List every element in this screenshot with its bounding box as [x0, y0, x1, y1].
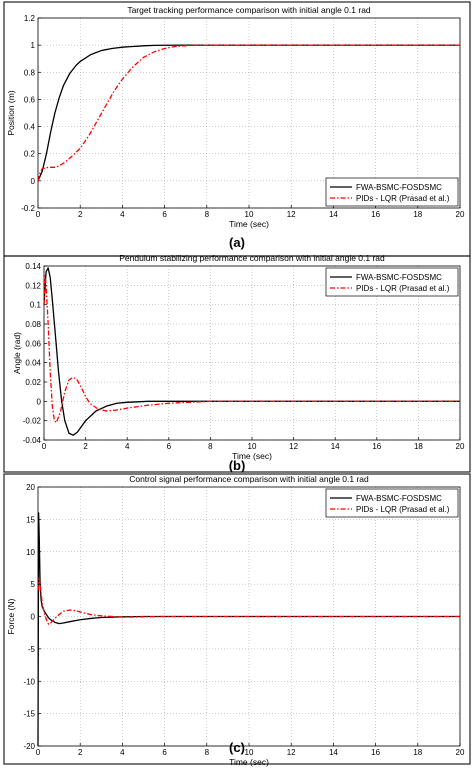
- x-axis-label: Time (sec): [232, 451, 272, 461]
- y-tick-label: -15: [23, 710, 35, 719]
- y-tick-label: 0.14: [25, 262, 41, 271]
- x-tick-label: 14: [331, 442, 340, 451]
- x-tick-label: 4: [120, 210, 125, 219]
- y-tick-label: -20: [23, 742, 35, 751]
- y-tick-label: 1: [31, 41, 36, 50]
- x-tick-label: 6: [162, 748, 167, 757]
- panel-frame-2: [3, 473, 471, 765]
- y-tick-label: 10: [26, 548, 35, 557]
- legend-entry-0: FWA-BSMC-FOSDSMC: [356, 494, 442, 503]
- x-tick-label: 0: [36, 748, 41, 757]
- y-tick-label: 5: [31, 580, 36, 589]
- y-tick-label: 0.2: [24, 150, 36, 159]
- x-tick-label: 12: [287, 210, 296, 219]
- chart-title: Pendulum stabilizing performance compari…: [119, 253, 385, 263]
- x-tick-label: 8: [205, 748, 210, 757]
- y-axis-label: Position (m): [6, 90, 16, 136]
- x-tick-label: 18: [413, 210, 422, 219]
- panel-label: (a): [229, 235, 245, 250]
- chart-panel-1: 0 2 4 6 8 10 12 14 16 18 20 -0.04 -0.02 0 0.02 0.04 0.06…: [12, 253, 465, 473]
- y-tick-label: 0.06: [25, 339, 41, 348]
- chart-panel-0: 0 2 4 6 8 10 12 14 16 18 20-0.200.20.40.60.811.2Ta…: [6, 5, 465, 250]
- x-tick-label: 18: [413, 748, 422, 757]
- x-tick-label: 12: [289, 442, 298, 451]
- y-tick-label: -10: [23, 677, 35, 686]
- x-tick-label: 8: [205, 210, 210, 219]
- x-tick-label: 8: [208, 442, 213, 451]
- x-tick-label: 10: [245, 210, 254, 219]
- x-tick-label: 10: [245, 748, 254, 757]
- legend: FWA-BSMC-FOSDSMC PIDs - LQR (Prasad et al…: [325, 488, 459, 518]
- x-tick-label: 0: [42, 442, 47, 451]
- x-tick-label: 2: [78, 210, 83, 219]
- x-tick-label: 10: [248, 442, 257, 451]
- y-tick-label: 0.8: [24, 68, 36, 77]
- x-tick-label: 12: [287, 748, 296, 757]
- x-tick-label: 20: [456, 748, 465, 757]
- series-line-1: [37, 577, 460, 625]
- x-tick-label: 18: [414, 442, 423, 451]
- x-tick-label: 16: [371, 210, 380, 219]
- y-tick-label: 15: [26, 515, 35, 524]
- x-tick-label: 16: [372, 442, 381, 451]
- x-tick-label: 16: [371, 748, 380, 757]
- legend-entry-1: PIDs - LQR (Prasad et al.): [356, 194, 450, 203]
- series-line-1: [37, 44, 460, 182]
- legend-box: [325, 177, 459, 207]
- legend: FWA-BSMC-FOSDSMC PIDs - LQR (Prasad et al…: [325, 177, 459, 207]
- y-tick-label: 0: [31, 177, 36, 186]
- x-tick-label: 0: [36, 210, 41, 219]
- y-tick-label: 0: [37, 397, 42, 406]
- x-tick-label: 2: [83, 442, 88, 451]
- y-tick-label: 0.08: [25, 320, 41, 329]
- legend-entry-1: PIDs - LQR (Prasad et al.): [356, 505, 450, 514]
- y-tick-label: 0.6: [24, 95, 36, 104]
- y-tick-label: -0.2: [21, 204, 35, 213]
- legend: FWA-BSMC-FOSDSMC PIDs - LQR (Prasad et al…: [325, 267, 459, 297]
- x-tick-label: 6: [167, 442, 172, 451]
- x-tick-label: 4: [125, 442, 130, 451]
- y-tick-label: 20: [26, 483, 35, 492]
- legend-box: [325, 267, 459, 297]
- y-tick-label: 0.04: [25, 359, 41, 368]
- x-tick-label: 20: [456, 442, 465, 451]
- y-tick-label: 1.2: [24, 14, 36, 23]
- legend-entry-0: FWA-BSMC-FOSDSMC: [356, 273, 442, 282]
- y-tick-label: 0.02: [25, 378, 41, 387]
- panel-label: (b): [229, 458, 246, 473]
- legend-entry-1: PIDs - LQR (Prasad et al.): [356, 284, 450, 293]
- x-tick-label: 14: [329, 210, 338, 219]
- y-tick-label: -5: [28, 645, 36, 654]
- x-tick-label: 4: [120, 748, 125, 757]
- y-axis-label: Force (N): [6, 598, 16, 634]
- y-tick-label: -0.02: [23, 417, 42, 426]
- y-tick-label: -0.04: [23, 436, 42, 445]
- y-tick-label: 0.4: [24, 123, 36, 132]
- chart-title: Control signal performance comparison wi…: [129, 474, 369, 484]
- legend-entry-0: FWA-BSMC-FOSDSMC: [356, 183, 442, 192]
- y-tick-label: 0.12: [25, 281, 41, 290]
- series-line-1: [43, 275, 460, 424]
- y-axis-label: Angle (rad): [12, 332, 22, 374]
- x-tick-label: 14: [329, 748, 338, 757]
- y-tick-label: 0.1: [30, 301, 42, 310]
- y-tick-label: 0: [31, 613, 36, 622]
- x-tick-label: 6: [162, 210, 167, 219]
- chart-title: Target tracking performance comparison w…: [127, 5, 371, 15]
- chart-panel-2: 0 2 4 6 8 10 12 14 16 18 20 -20 -15 -10 -5 0 5 10 15 20 Cont…: [6, 474, 465, 767]
- legend-box: [325, 488, 459, 518]
- panel-label: (c): [229, 740, 245, 755]
- x-tick-label: 2: [78, 748, 83, 757]
- x-axis-label: Time (sec): [229, 219, 269, 229]
- x-tick-label: 20: [456, 210, 465, 219]
- x-axis-label: Time (sec): [229, 757, 269, 767]
- panel-frame-1: [3, 255, 471, 473]
